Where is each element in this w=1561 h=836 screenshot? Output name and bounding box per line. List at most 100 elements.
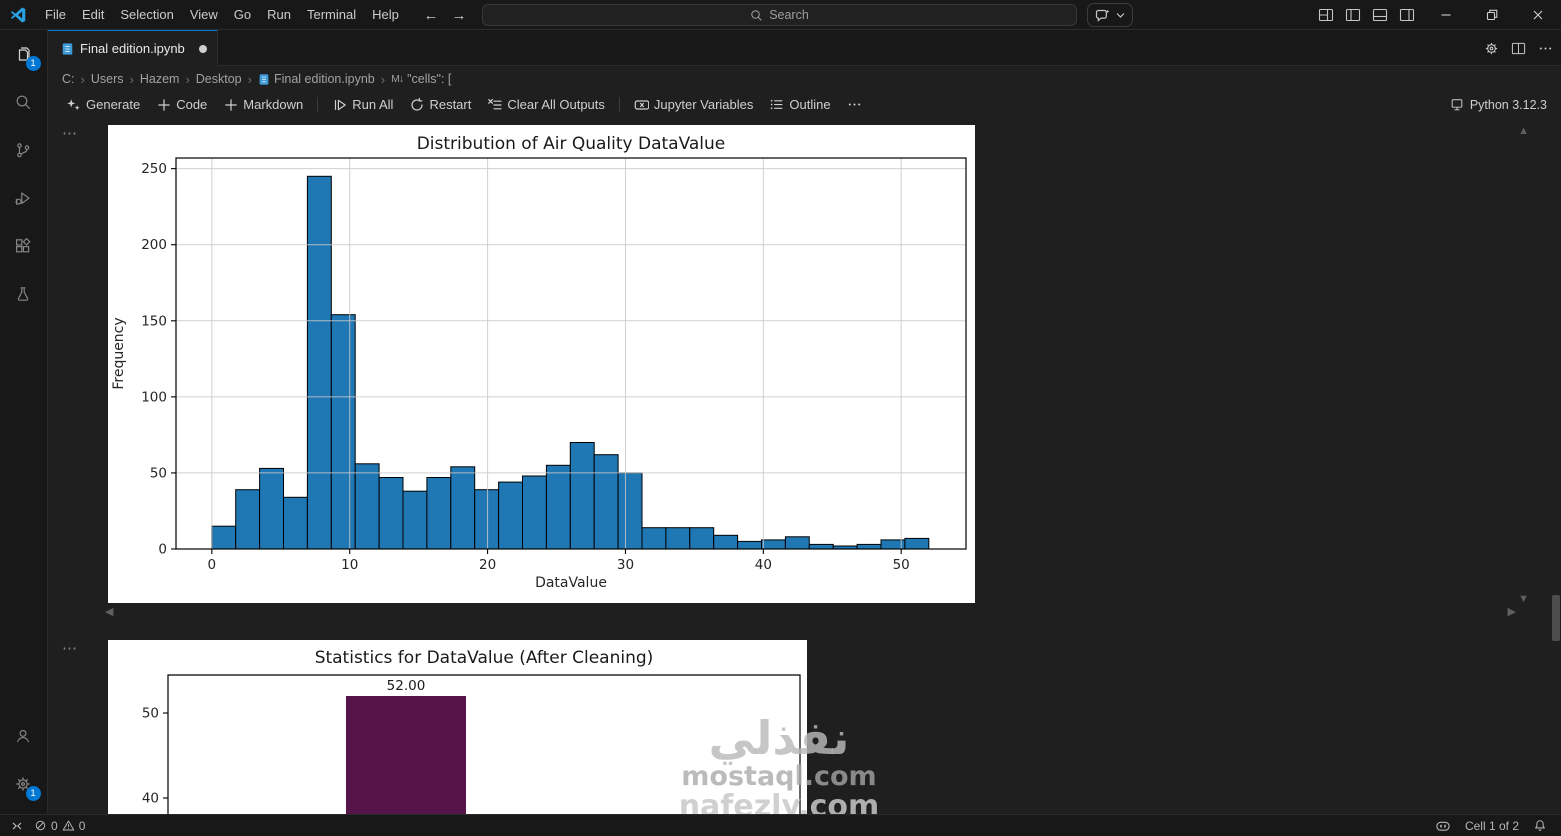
- jupyter-variables-button[interactable]: Jupyter Variables: [626, 95, 761, 114]
- split-editor-icon[interactable]: [1511, 41, 1526, 56]
- svg-text:DataValue: DataValue: [535, 575, 607, 591]
- breadcrumb-item[interactable]: C:: [62, 72, 75, 86]
- activity-bar: 1 1: [0, 30, 48, 814]
- copilot-status-icon[interactable]: [1435, 819, 1451, 833]
- generate-button[interactable]: Generate: [58, 95, 148, 114]
- tab-final-edition[interactable]: Final edition.ipynb: [48, 30, 218, 66]
- tab-label: Final edition.ipynb: [80, 41, 185, 56]
- copilot-chat-icon: [1095, 9, 1110, 22]
- activity-run-debug-button[interactable]: [0, 174, 48, 222]
- svg-text:50: 50: [893, 557, 910, 573]
- activity-source-control-button[interactable]: [0, 126, 48, 174]
- more-actions-icon[interactable]: [1538, 41, 1553, 56]
- minimize-button[interactable]: [1423, 0, 1469, 30]
- activity-settings-button[interactable]: 1: [0, 760, 48, 808]
- svg-text:200: 200: [141, 237, 167, 253]
- toggle-primary-sidebar-icon[interactable]: [1345, 7, 1361, 23]
- extensions-icon: [16, 237, 31, 252]
- svg-text:Frequency: Frequency: [111, 317, 127, 389]
- menu-file[interactable]: File: [45, 7, 66, 22]
- notebook-editor: ⋯ 0 10 20 30 40 50 0 50 100 150 200 250 Distribution…: [48, 117, 1561, 814]
- activity-extensions-button[interactable]: [0, 222, 48, 270]
- restore-button[interactable]: [1469, 0, 1515, 30]
- breadcrumb-item[interactable]: M↓ "cells": [: [391, 72, 452, 86]
- gear-icon: [16, 776, 30, 791]
- history-forward-icon[interactable]: →: [451, 6, 467, 24]
- ellipsis-icon: [848, 103, 860, 106]
- toggle-panel-icon[interactable]: [1372, 7, 1388, 23]
- activity-explorer-button[interactable]: 1: [0, 30, 48, 78]
- history-back-icon[interactable]: ←: [423, 6, 439, 24]
- notebook-toolbar: Generate Code Markdown Run All Restart Clear …: [48, 92, 1561, 117]
- remote-indicator-icon[interactable]: [10, 819, 24, 833]
- scrollbar-thumb[interactable]: [1552, 595, 1560, 641]
- badge-count: 1: [25, 786, 41, 801]
- markdown-button[interactable]: Markdown: [215, 95, 311, 114]
- toggle-secondary-sidebar-icon[interactable]: [1399, 7, 1415, 23]
- menu-selection[interactable]: Selection: [120, 7, 174, 22]
- cell1-actions-ellipsis[interactable]: ⋯: [62, 125, 79, 142]
- cell2-actions-ellipsis[interactable]: ⋯: [62, 640, 79, 657]
- kernel-icon: [1450, 98, 1464, 112]
- scroll-down-icon[interactable]: ▼: [1518, 593, 1529, 605]
- cell-indicator[interactable]: Cell 1 of 2: [1464, 818, 1519, 833]
- problems-indicator[interactable]: 0 0: [34, 819, 85, 833]
- kernel-picker[interactable]: Python 3.12.3: [1450, 92, 1547, 117]
- jupyter-variables-icon: [634, 100, 649, 110]
- search-placeholder: Search: [769, 8, 809, 22]
- menu-edit[interactable]: Edit: [81, 7, 105, 22]
- plus-icon: [225, 99, 238, 111]
- svg-text:40: 40: [755, 557, 772, 573]
- customize-layout-icon[interactable]: [1318, 7, 1334, 23]
- breadcrumb-item[interactable]: Desktop: [195, 72, 242, 86]
- debug-icon: [15, 191, 30, 205]
- json-cell-icon: M↓: [391, 73, 404, 85]
- close-button[interactable]: [1515, 0, 1561, 30]
- restart-button[interactable]: Restart: [401, 95, 479, 114]
- bell-icon[interactable]: [1533, 819, 1547, 833]
- breadcrumb-separator: ›: [247, 71, 252, 87]
- svg-text:50: 50: [142, 706, 159, 722]
- breadcrumb-item[interactable]: Final edition.ipynb: [258, 72, 375, 86]
- menu-run[interactable]: Run: [267, 7, 291, 22]
- modified-dot-icon[interactable]: [198, 44, 207, 53]
- outline-icon: [771, 99, 783, 110]
- menu-terminal[interactable]: Terminal: [307, 7, 357, 22]
- scroll-left-icon[interactable]: ◀: [105, 606, 114, 618]
- clear-all-outputs-button[interactable]: Clear All Outputs: [479, 95, 613, 114]
- error-count: 0: [51, 818, 58, 833]
- notebook-icon: [61, 42, 74, 56]
- breadcrumb-item[interactable]: Users: [90, 72, 124, 86]
- svg-text:50: 50: [150, 465, 167, 481]
- menu-go[interactable]: Go: [233, 7, 252, 22]
- search-input[interactable]: Search: [482, 4, 1077, 26]
- source-control-icon: [17, 142, 30, 157]
- svg-text:Statistics for DataValue (Afte: Statistics for DataValue (After Cleaning…: [315, 648, 654, 668]
- warning-icon: [62, 819, 75, 832]
- plus-icon: [158, 99, 171, 111]
- code-button[interactable]: Code: [148, 95, 215, 114]
- scroll-right-icon[interactable]: ▶: [1507, 606, 1516, 618]
- warning-count: 0: [78, 818, 86, 833]
- scroll-up-icon[interactable]: ▲: [1518, 125, 1529, 137]
- svg-text:40: 40: [142, 791, 159, 807]
- svg-text:250: 250: [141, 161, 167, 177]
- activity-search-button[interactable]: [0, 78, 48, 126]
- activity-testing-button[interactable]: [0, 270, 48, 318]
- activity-accounts-button[interactable]: [0, 712, 48, 760]
- run-all-button[interactable]: Run All: [324, 95, 401, 114]
- copilot-button[interactable]: [1087, 3, 1133, 27]
- window-controls: [1423, 0, 1561, 30]
- breadcrumb-separator: ›: [129, 71, 134, 87]
- svg-text:52.00: 52.00: [387, 678, 426, 694]
- menu-view[interactable]: View: [189, 7, 218, 22]
- more-button[interactable]: [839, 95, 870, 114]
- menu-help[interactable]: Help: [372, 7, 399, 22]
- clear-outputs-icon: [488, 99, 502, 110]
- svg-text:20: 20: [479, 557, 496, 573]
- files-icon: [18, 46, 30, 61]
- gear-icon[interactable]: [1484, 41, 1499, 56]
- outline-button[interactable]: Outline: [761, 95, 838, 114]
- breadcrumb-separator: ›: [185, 71, 190, 87]
- breadcrumb-item[interactable]: Hazem: [139, 72, 180, 86]
